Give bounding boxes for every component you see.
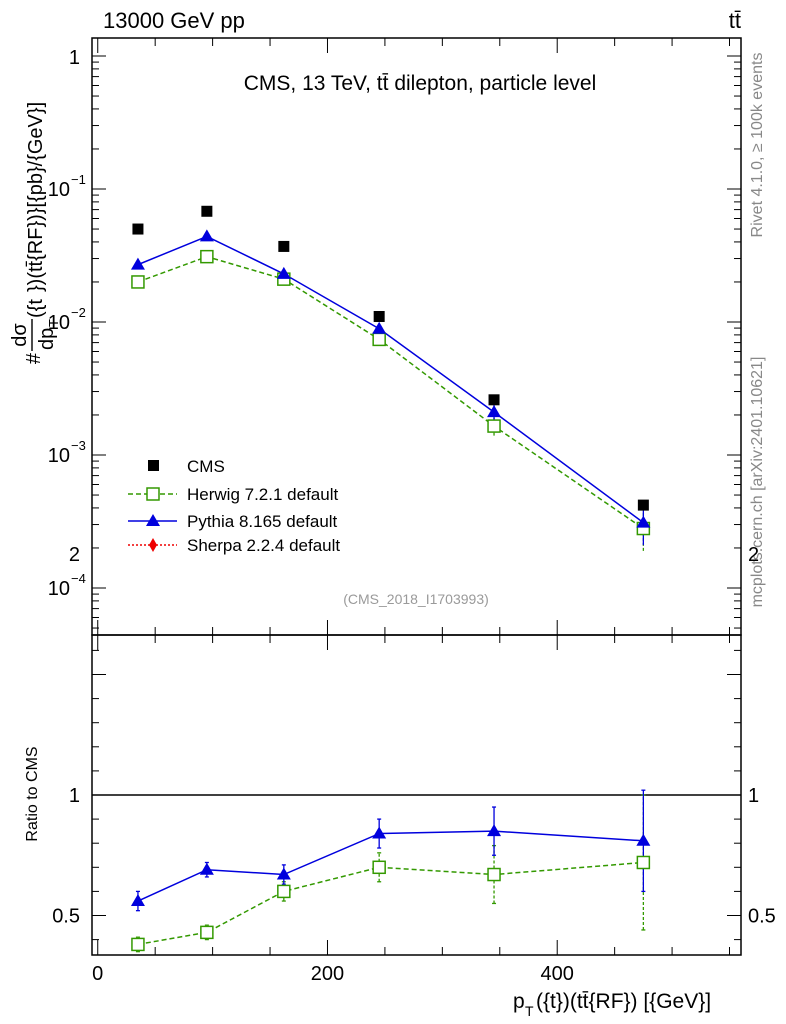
cms-point xyxy=(132,223,144,235)
svg-text:p: p xyxy=(513,990,525,1013)
legend-pythia-entry: Pythia 8.165 default xyxy=(128,512,338,531)
legend-sherpa-entry: Sherpa 2.2.4 default xyxy=(128,536,340,555)
pythia-series-line xyxy=(137,235,644,524)
x-tick-label: 200 xyxy=(311,963,344,985)
ratio-panel: 0.5 0.5 1 1 2 2 Ratio to CMS xyxy=(24,544,776,956)
herwig-series-line xyxy=(137,255,644,530)
svg-text:10: 10 xyxy=(48,312,70,334)
svg-text:})(tt̄{RF})}[{pb}/{GeV}]: })(tt̄{RF})}[{pb}/{GeV}] xyxy=(25,102,47,292)
ratio-pythia-point xyxy=(636,833,651,846)
x-tick-label: 400 xyxy=(541,963,574,985)
legend-sherpa-label: Sherpa 2.2.4 default xyxy=(187,536,340,555)
ratio-pythia-line xyxy=(137,830,644,902)
svg-text:T: T xyxy=(46,319,61,327)
x-axis-title: p T ({t})(tt̄{RF}) [{GeV}] xyxy=(513,990,711,1019)
ratio-herwig-point xyxy=(372,860,386,875)
svg-text:−4: −4 xyxy=(71,571,86,586)
y-tick-label-1e-1: 10 −1 xyxy=(48,172,86,201)
main-panel: CMS, 13 TeV, tt̄ dilepton, particle leve… xyxy=(9,37,742,636)
main-chart-title: CMS, 13 TeV, tt̄ dilepton, particle leve… xyxy=(244,72,597,95)
ratio-herwig-point xyxy=(200,925,214,940)
header-process-label: 13000 GeV pp xyxy=(103,8,245,33)
ratio-pythia-point xyxy=(199,862,214,875)
ratio-y-tick-label-left: 1 xyxy=(69,785,80,807)
ratio-y-tick-label-left: 0.5 xyxy=(52,906,80,928)
pythia-point xyxy=(487,405,502,418)
main-data-marks xyxy=(130,205,651,551)
svg-text:10: 10 xyxy=(48,578,70,600)
rivet-version-label: Rivet 4.1.0, ≥ 100k events xyxy=(749,53,766,238)
svg-text:10: 10 xyxy=(48,445,70,467)
pythia-point xyxy=(636,515,651,528)
y-tick-label-1: 1 xyxy=(69,47,80,69)
ratio-y-tick-label-right: 1 xyxy=(748,785,759,807)
svg-text:({t: ({t xyxy=(25,299,47,318)
legend-herwig-label: Herwig 7.2.1 default xyxy=(187,485,338,504)
svg-text:T: T xyxy=(525,1003,534,1019)
svg-text:({t})(tt̄{RF}) [{GeV}]: ({t})(tt̄{RF}) [{GeV}] xyxy=(536,990,711,1013)
svg-text:dσ: dσ xyxy=(9,323,31,347)
herwig-point xyxy=(131,275,145,289)
svg-text:−2: −2 xyxy=(71,305,86,320)
pythia-point xyxy=(372,321,387,334)
legend: CMS Herwig 7.2.1 default Pythia 8.165 de… xyxy=(128,457,340,555)
ratio-data-marks xyxy=(92,789,741,953)
pythia-point xyxy=(199,229,214,242)
ratio-herwig-point xyxy=(636,855,651,870)
legend-pythia-label: Pythia 8.165 default xyxy=(187,512,338,531)
ratio-y-axis-title: Ratio to CMS xyxy=(24,746,41,841)
ratio-pythia-point xyxy=(487,824,502,837)
cms-point xyxy=(488,394,500,406)
ratio-herwig-point xyxy=(487,867,501,882)
y-tick-label-1e-2: 10 −2 xyxy=(48,305,86,334)
ratio-y-tick-label-left: 2 xyxy=(69,544,80,566)
ratio-herwig-line xyxy=(137,861,644,946)
header-ttbar-label: tt̄ xyxy=(729,8,741,33)
analysis-watermark: (CMS_2018_I1703993) xyxy=(343,591,489,607)
mcplots-label: mcplots.cern.ch [arXiv:2401.10621] xyxy=(749,357,766,608)
ratio-y-tick-label-right: 2 xyxy=(748,544,759,566)
ratio-y-tick-label-right: 0.5 xyxy=(748,906,776,928)
main-y-axis-title: # dσ dp T ({t })(tt̄{RF})}[{pb}/{GeV}] xyxy=(9,102,61,364)
x-tick-label: 0 xyxy=(92,963,103,985)
pythia-point xyxy=(276,266,291,279)
svg-text:dp: dp xyxy=(36,328,58,350)
svg-text:−1: −1 xyxy=(71,172,86,187)
ratio-herwig-point xyxy=(277,884,291,899)
herwig-point xyxy=(487,419,501,433)
herwig-point xyxy=(372,332,386,347)
main-axis-ticks xyxy=(92,38,741,635)
ratio-axis-ticks: 0.5 0.5 1 1 2 2 xyxy=(52,544,776,955)
herwig-point xyxy=(200,249,214,264)
legend-herwig-entry: Herwig 7.2.1 default xyxy=(128,485,338,504)
cms-point xyxy=(278,240,290,252)
ratio-pythia-point xyxy=(372,826,387,839)
svg-text:10: 10 xyxy=(48,179,70,201)
svg-text:−3: −3 xyxy=(71,438,86,453)
ratio-pythia-point xyxy=(276,867,291,880)
y-tick-label-1e-4: 10 −4 xyxy=(48,571,86,600)
cms-point xyxy=(637,499,649,511)
cms-point xyxy=(373,310,385,322)
x-tick-labels: 0 200 400 xyxy=(92,963,574,985)
ratio-pythia-point xyxy=(130,894,145,907)
y-tick-label-1e-3: 10 −3 xyxy=(48,438,86,467)
legend-cms-label: CMS xyxy=(187,457,225,476)
ratio-herwig-point xyxy=(131,937,145,952)
cms-point xyxy=(201,205,213,217)
legend-cms-entry: CMS xyxy=(148,457,225,476)
pythia-point xyxy=(130,257,145,270)
svg-text:#: # xyxy=(23,352,45,364)
